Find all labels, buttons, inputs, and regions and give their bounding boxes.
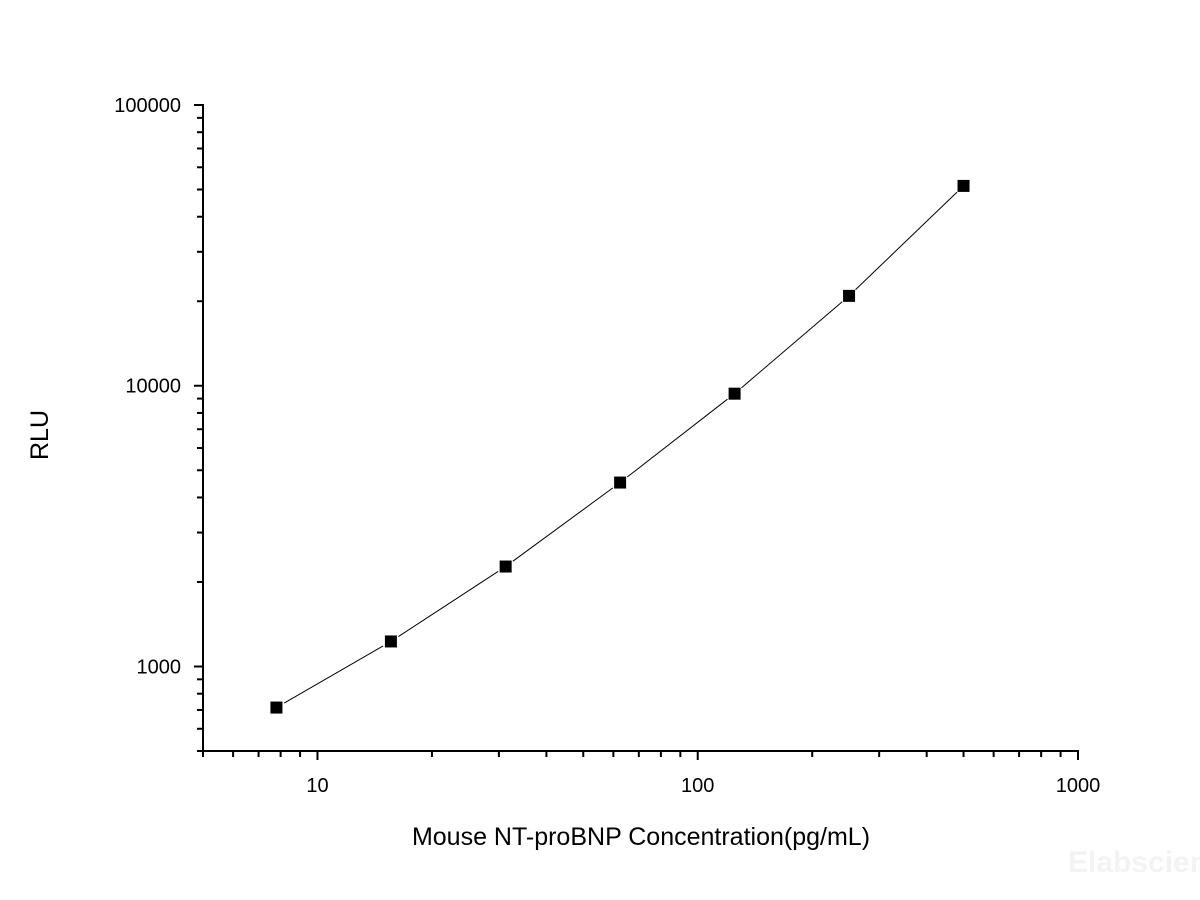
x-tick-label: 100	[681, 775, 714, 797]
x-tick-label: 1000	[1056, 775, 1101, 797]
x-axis-title: Mouse NT-proBNP Concentration(pg/mL)	[412, 823, 870, 851]
fit-line-segment	[398, 571, 499, 637]
data-point	[614, 476, 627, 489]
data-point	[728, 387, 741, 400]
axes	[202, 104, 1079, 752]
x-tick-label: 10	[306, 775, 328, 797]
fit-line-segment	[283, 645, 384, 704]
y-axis-title: RLU	[26, 410, 54, 460]
fit-line-segment	[855, 191, 958, 290]
data-point	[957, 179, 970, 192]
y-tick-label: 100000	[114, 95, 181, 117]
data-point	[384, 635, 397, 648]
data-point	[499, 560, 512, 573]
data-point	[270, 701, 283, 714]
fit-line-segment	[512, 487, 614, 562]
data-marks	[270, 179, 970, 714]
fit-line-segment	[741, 301, 843, 389]
y-tick-label: 10000	[125, 376, 181, 398]
y-tick-label: 1000	[137, 656, 182, 678]
watermark: Elabscience	[1068, 846, 1200, 879]
data-point	[843, 289, 856, 302]
fit-line-segment	[626, 398, 728, 478]
ticks: 10 100 1000 1000 10000 100000	[114, 95, 1100, 797]
